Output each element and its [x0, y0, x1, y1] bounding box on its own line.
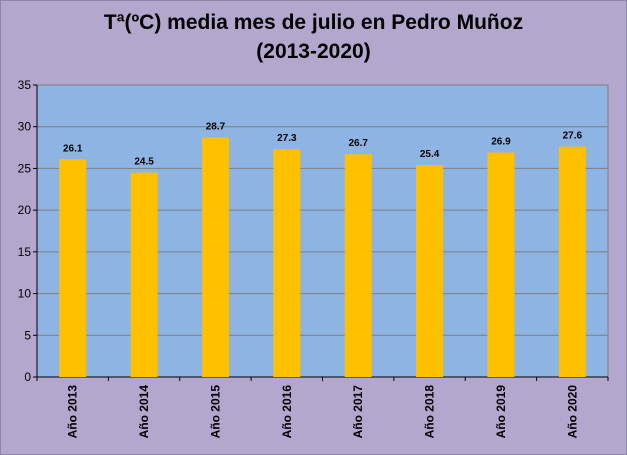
data-label: 27.3 — [277, 133, 297, 144]
bar — [201, 137, 229, 377]
x-category-label: Año 2013 — [66, 385, 80, 439]
y-tick-label: 0 — [24, 370, 31, 384]
bar — [416, 165, 444, 377]
y-tick-label: 20 — [18, 203, 32, 217]
data-label: 26.7 — [348, 138, 368, 149]
plot-area — [36, 84, 609, 378]
y-tick-label: 5 — [24, 328, 31, 342]
chart-title: Tª(ºC) media mes de julio en Pedro Muñoz… — [0, 8, 627, 66]
bar — [558, 146, 586, 377]
x-category-label: Año 2020 — [565, 385, 579, 439]
bar — [59, 159, 87, 377]
data-label: 25.4 — [420, 149, 440, 160]
x-category-label: Año 2014 — [137, 385, 151, 439]
bar — [273, 149, 301, 377]
bar — [487, 152, 515, 377]
bar — [130, 172, 158, 377]
x-category-label: Año 2015 — [208, 385, 222, 439]
y-tick-label: 15 — [18, 245, 32, 259]
data-label: 24.5 — [134, 157, 154, 168]
data-label: 26.9 — [491, 137, 511, 148]
y-tick-label: 25 — [18, 161, 32, 175]
y-tick-label: 30 — [18, 120, 32, 134]
x-category-label: Año 2017 — [351, 385, 365, 439]
data-label: 28.7 — [206, 122, 226, 133]
x-category-label: Año 2018 — [423, 385, 437, 439]
y-tick-label: 10 — [18, 287, 32, 301]
y-tick-label: 35 — [18, 78, 32, 92]
bar — [344, 154, 372, 377]
x-category-label: Año 2016 — [280, 385, 294, 439]
chart-title-line-1: Tª(ºC) media mes de julio en Pedro Muñoz — [103, 11, 524, 34]
chart-title-line-2: (2013-2020) — [256, 40, 371, 63]
data-label: 27.6 — [563, 131, 583, 142]
data-label: 26.1 — [63, 143, 83, 154]
x-category-label: Año 2019 — [494, 385, 508, 439]
